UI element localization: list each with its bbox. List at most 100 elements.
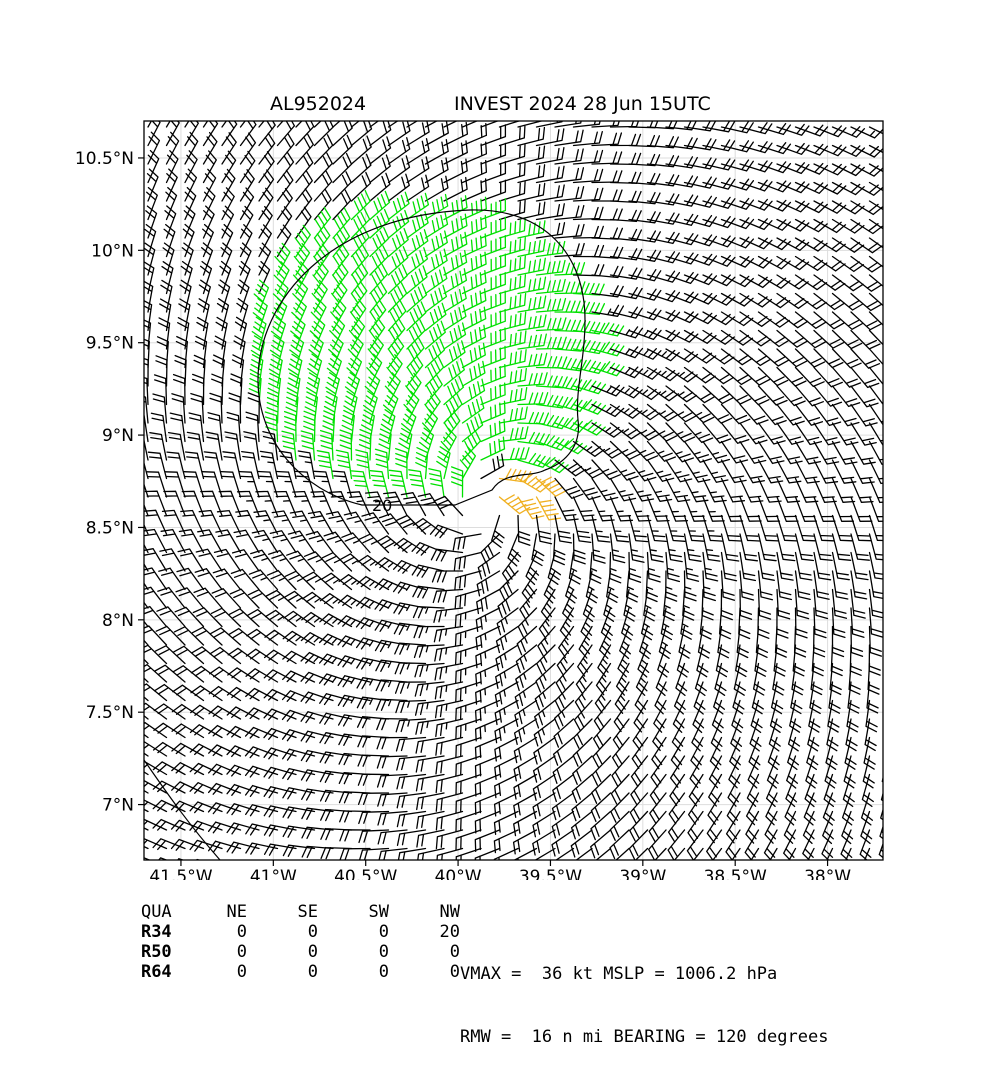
wind-barb [214,335,227,369]
wind-barb [554,496,579,521]
wind-barb [831,126,866,138]
wind-barb [609,810,630,841]
wind-barb [461,288,487,313]
wind-barb [424,302,447,332]
wind-barb [376,773,408,788]
wind-barb [248,373,262,406]
wind-barb [297,450,316,480]
wind-barb [535,259,566,276]
wind-barb [295,121,303,128]
wind-barb [572,440,606,457]
wind-barb [739,459,765,484]
wind-barb [702,348,735,365]
wind-barb [813,588,829,620]
wind-barb [591,246,624,259]
wind-barb [276,187,293,221]
wind-barb [184,451,205,480]
wind-barb [330,298,347,332]
wind-barb [850,570,868,600]
wind-barb [595,847,612,860]
wind-barb [868,218,883,230]
wind-barb [400,492,427,517]
wind-barb [337,694,371,707]
wind-barb [228,608,260,628]
wind-barb [310,490,334,517]
wind-barb [387,173,410,202]
wind-barb [221,121,238,147]
wind-barb [177,548,205,572]
wind-barb [517,496,545,520]
wind-barb [623,588,636,622]
wind-barb [868,311,883,326]
wind-barb [535,184,565,202]
wind-barb [455,681,482,703]
wind-barb [555,662,575,694]
wind-barb [628,249,662,262]
wind-barb [591,514,611,543]
wind-barb [480,142,507,165]
wind-barb [358,533,390,554]
wind-barb [517,182,546,202]
wind-barb [295,151,314,184]
wind-barb [625,570,639,603]
wind-barb [572,419,606,436]
wind-barb [646,514,667,543]
wind-barb [629,810,649,842]
wind-barb [332,121,353,147]
wind-barb [794,311,827,329]
wind-barb [757,366,789,387]
wind-barb [434,644,464,662]
wind-barb [517,295,547,313]
wind-barb [572,514,592,544]
wind-barb [592,718,612,750]
wind-barb [667,867,684,880]
wind-barb [263,708,297,721]
wind-barb [591,440,623,459]
wind-barb [316,450,334,480]
wind-barb [214,859,217,860]
wind-barb [572,477,601,501]
wind-barb [720,551,738,582]
wind-barb [776,292,809,309]
wind-barb [144,509,168,535]
wind-barb [683,459,711,483]
wind-barb [591,341,625,357]
lower-left-contour [144,759,221,860]
wind-barb [480,308,506,332]
wind-barb [387,191,410,221]
wind-barb [720,496,744,522]
wind-barb [669,773,686,807]
wind-barb [888,627,900,657]
wind-barb [365,491,390,517]
wind-barb [794,514,816,542]
wind-barb [665,440,695,463]
wind-barb [480,364,506,387]
wind-barb [888,183,919,197]
wind-barb [413,625,445,639]
wind-barb [207,412,223,443]
wind-barb [683,514,705,542]
wind-barb [414,699,445,716]
wind-barb [826,718,839,752]
wind-barb [831,459,857,484]
wind-barb [658,625,671,659]
wind-barb [888,442,912,465]
wind-barb [416,810,445,829]
wind-barb [776,459,802,484]
wind-barb [609,190,642,204]
wind-barb [794,403,824,426]
wind-barb [612,718,630,751]
wind-barb [536,644,556,675]
wind-barb [813,255,846,272]
radii-value: 20 [439,922,460,942]
wind-barb [396,810,427,828]
wind-barb [480,290,506,313]
wind-barb [332,121,341,128]
wind-barb [813,422,841,446]
wind-barb [431,570,464,583]
wind-barb [325,372,340,406]
wind-barb [178,298,191,332]
wind-barb [258,169,275,202]
wind-barb [406,210,429,239]
wind-barb [859,829,872,860]
